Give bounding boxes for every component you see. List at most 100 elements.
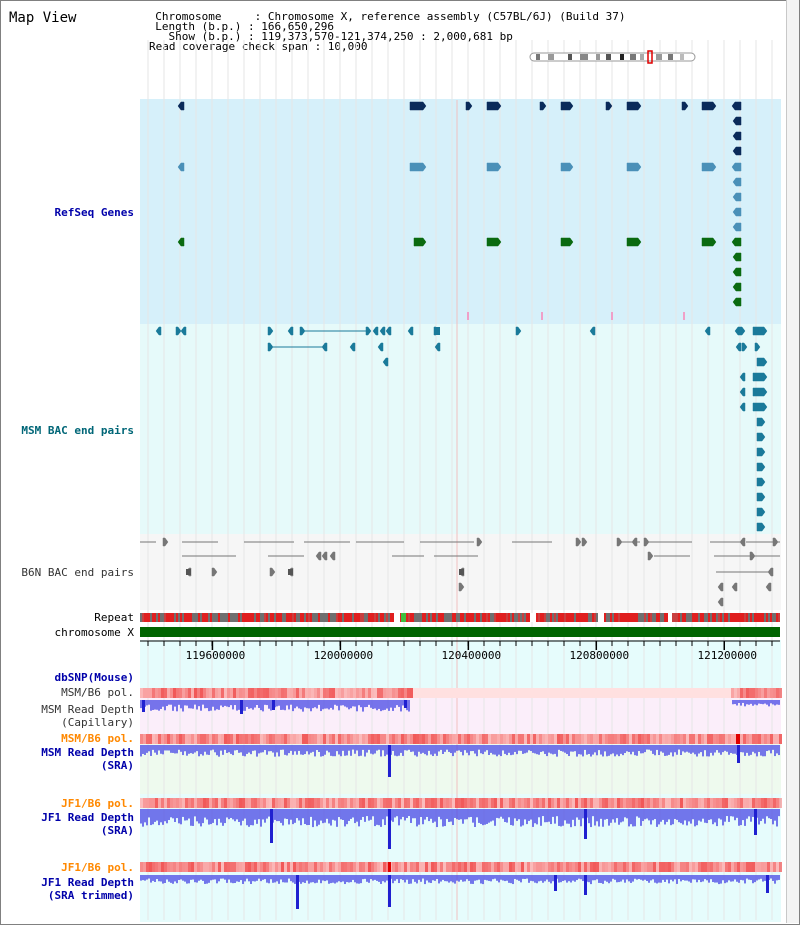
repeat-segment — [194, 613, 196, 622]
msm-depth-cap-bar — [366, 700, 368, 707]
track-label-jf1-depth-sra[interactable]: JF1 Read Depth (SRA) — [41, 811, 134, 837]
repeat-segment — [586, 613, 588, 622]
jf1-pol-1-cell — [662, 798, 665, 808]
msm-pol-2-cell — [506, 734, 509, 744]
jf1-pol-2-cell — [260, 862, 263, 872]
jf1-pol-2-cell — [767, 862, 770, 872]
msm-depth-cap-bar — [342, 700, 344, 706]
jf1-pol-2-cell — [662, 862, 665, 872]
msm-pol-2-cell — [503, 734, 506, 744]
jf1-depth-trim-bar — [304, 875, 306, 883]
msm-depth-sra-bar — [184, 745, 186, 752]
repeat-segment — [720, 613, 722, 622]
msm-depth-sra-spike — [388, 745, 391, 777]
repeat-segment — [288, 613, 290, 622]
msm-depth-cap-bar — [740, 700, 742, 706]
msm-depth-sra-bar — [684, 745, 686, 753]
jf1-depth-trim-bar — [254, 875, 256, 882]
msm-depth-cap-bar — [380, 700, 382, 712]
track-label-msm-pol-2[interactable]: MSM/B6 pol. — [61, 732, 134, 745]
msm-pol-2-cell — [596, 734, 599, 744]
jf1-pol-1-cell — [464, 798, 467, 808]
ideogram-current-position — [647, 50, 653, 64]
track-label-dbsnp[interactable]: dbSNP(Mouse) — [54, 671, 134, 684]
vertical-scrollbar[interactable] — [786, 0, 799, 923]
msm-bac-end — [299, 326, 306, 336]
jf1-depth-trim-bar — [146, 875, 148, 880]
repeat-segment — [214, 613, 216, 622]
msm-depth-sra-bar — [172, 745, 174, 753]
jf1-depth-sra-bar — [600, 809, 602, 819]
jf1-pol-1-cell — [647, 798, 650, 808]
repeat-segment — [590, 613, 592, 622]
b6n-bac-end — [329, 551, 336, 561]
msm-depth-cap-bar — [260, 700, 262, 711]
jf1-pol-1-cell — [146, 798, 149, 808]
jf1-depth-sra-bar — [562, 809, 564, 826]
jf1-depth-sra-bar — [476, 809, 478, 818]
track-label-msm-depth-capillary[interactable]: MSM Read Depth (Capillary) — [41, 703, 134, 729]
jf1-pol-1-cell — [740, 798, 743, 808]
repeat-segment — [528, 613, 530, 622]
jf1-pol-1-cell — [236, 798, 239, 808]
jf1-pol-1-cell — [341, 798, 344, 808]
track-label-chromosome[interactable]: chromosome X — [54, 626, 134, 639]
track-label-msm-depth-sra[interactable]: MSM Read Depth (SRA) — [41, 746, 134, 772]
repeat-segment — [322, 613, 324, 622]
track-label-jf1-pol-2[interactable]: JF1/B6 pol. — [61, 861, 134, 874]
jf1-depth-sra-bar — [294, 809, 296, 823]
jf1-pol-1-cell — [710, 798, 713, 808]
chromosome-ideogram[interactable] — [529, 50, 696, 64]
jf1-depth-sra-bar — [340, 809, 342, 820]
jf1-depth-sra-bar — [252, 809, 254, 826]
track-label-msm-pol-1[interactable]: MSM/B6 pol. — [61, 686, 134, 699]
jf1-pol-1-cell — [746, 798, 749, 808]
jf1-pol-2-cell — [623, 862, 626, 872]
track-label-repeat[interactable]: Repeat — [94, 611, 134, 624]
jf1-pol-2-cell — [770, 862, 773, 872]
jf1-depth-trim-bar — [722, 875, 724, 881]
msm-depth-sra-bar — [338, 745, 340, 755]
jf1-depth-sra-bar — [170, 809, 172, 818]
jf1-pol-2-cell — [263, 862, 266, 872]
track-label-jf1-pol-1[interactable]: JF1/B6 pol. — [61, 797, 134, 810]
jf1-depth-trim-bar — [352, 875, 354, 880]
msm-pol-1-cell — [320, 688, 323, 698]
jf1-pol-1-cell — [530, 798, 533, 808]
msm-pol-2-cell — [452, 734, 455, 744]
msm-pol-2-cell — [320, 734, 323, 744]
jf1-depth-sra-bar — [524, 809, 526, 820]
msm-depth-sra-bar — [620, 745, 622, 754]
repeat-segment — [724, 613, 726, 622]
jf1-depth-sra-bar — [286, 809, 288, 820]
jf1-depth-trim-bar — [688, 875, 690, 882]
jf1-depth-trim-bar — [320, 875, 322, 884]
jf1-pol-2-cell — [194, 862, 197, 872]
jf1-depth-sra-bar — [318, 809, 320, 825]
jf1-pol-2-cell — [665, 862, 668, 872]
jf1-pol-2-peak — [388, 862, 391, 872]
jf1-depth-sra-bar — [326, 809, 328, 819]
repeat-segment — [332, 613, 334, 622]
track-label-jf1-depth-trimmed[interactable]: JF1 Read Depth (SRA trimmed) — [41, 876, 134, 902]
repeat-segment — [638, 613, 640, 622]
jf1-pol-2-cell — [155, 862, 158, 872]
jf1-depth-trim-bar — [550, 875, 552, 884]
msm-depth-cap-bar — [374, 700, 376, 709]
jf1-depth-sra-bar — [246, 809, 248, 826]
jf1-depth-trim-bar — [308, 875, 310, 884]
jf1-depth-sra-bar — [540, 809, 542, 826]
jf1-pol-2-cell — [680, 862, 683, 872]
msm-pol-1-cell — [203, 688, 206, 698]
jf1-pol-1-cell — [449, 798, 452, 808]
msm-depth-sra-bar — [412, 745, 414, 752]
b6n-bac-end — [647, 551, 654, 561]
msm-pol-1-cell — [392, 688, 395, 698]
track-label-refseq-genes[interactable]: RefSeq Genes — [54, 206, 134, 219]
msm-depth-sra-bar — [314, 745, 316, 757]
track-label-msm-bac[interactable]: MSM BAC end pairs — [21, 424, 134, 437]
msm-pol-2-cell — [212, 734, 215, 744]
jf1-depth-sra-bar — [338, 809, 340, 818]
track-label-b6n-bac[interactable]: B6N BAC end pairs — [21, 566, 134, 579]
